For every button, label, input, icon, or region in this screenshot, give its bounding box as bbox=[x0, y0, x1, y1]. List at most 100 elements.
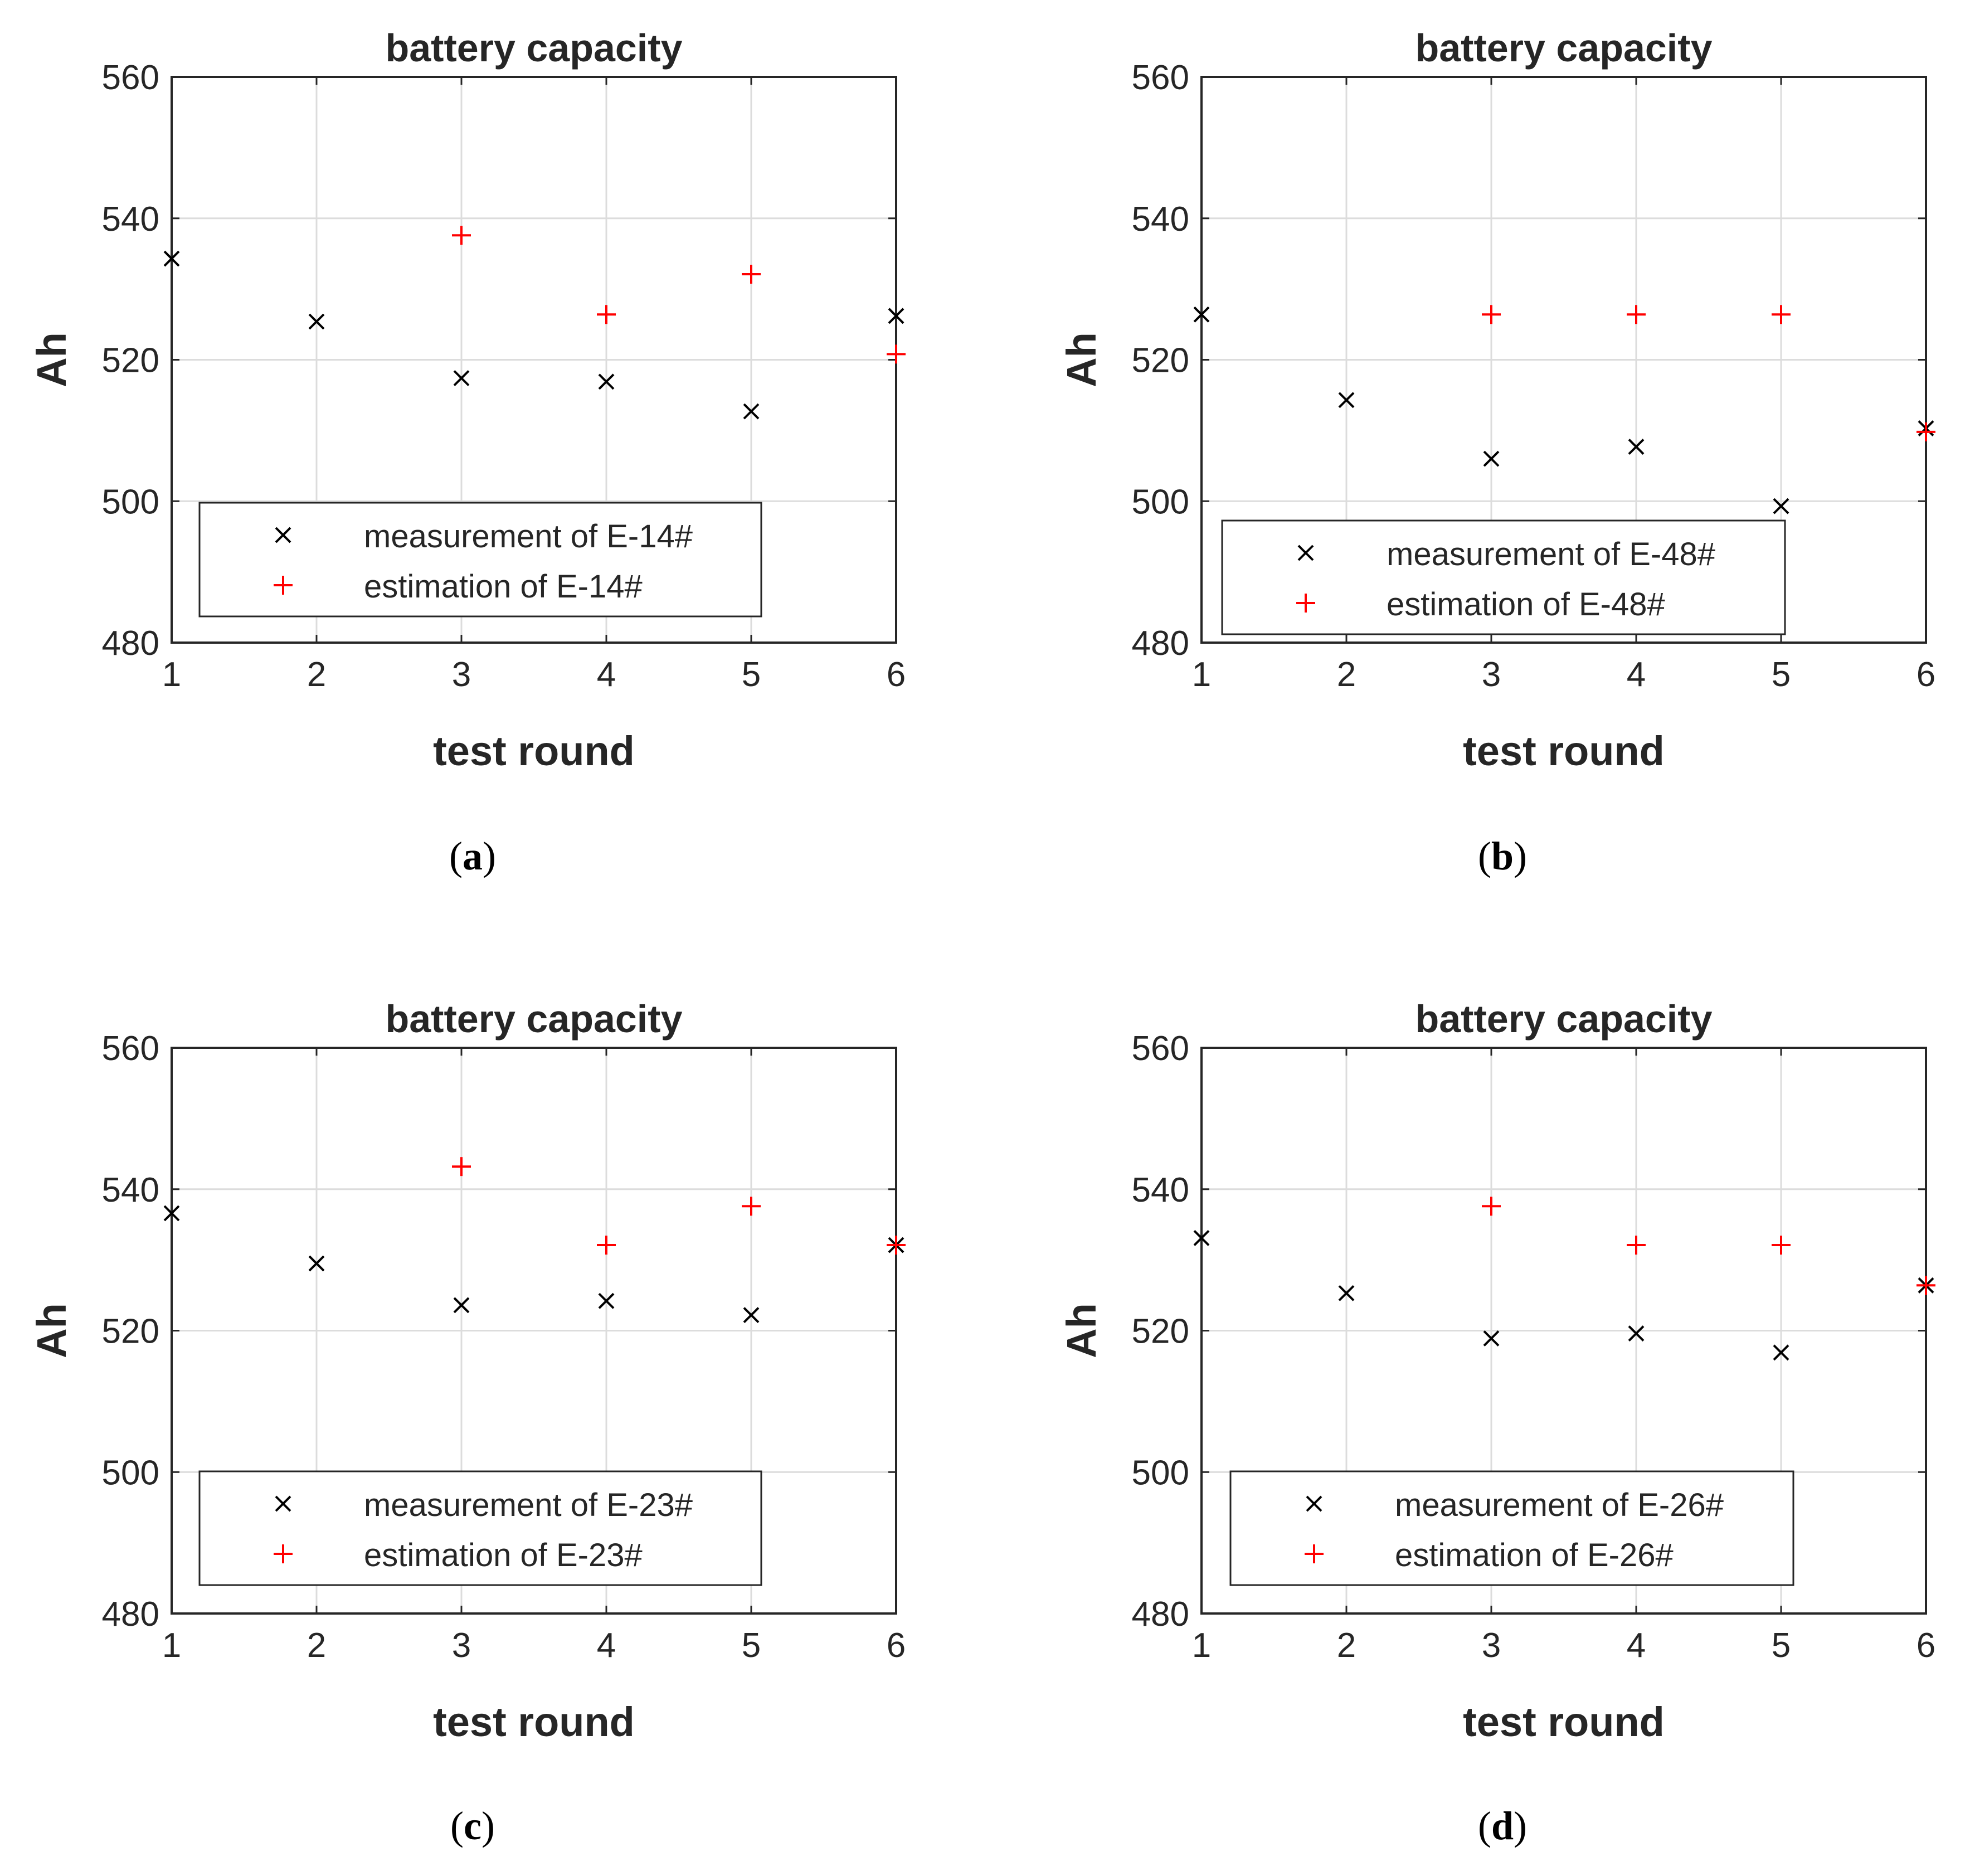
axes-box bbox=[1200, 1047, 1927, 1615]
x-tick-label: 1 bbox=[1192, 655, 1211, 694]
data-point bbox=[598, 373, 615, 390]
legend: measurement of E-48# estimation of E-48# bbox=[1221, 519, 1786, 635]
y-tick-label: 520 bbox=[1132, 1313, 1189, 1351]
legend-marker-estimation bbox=[274, 576, 293, 595]
x-stroke-2 bbox=[1628, 1325, 1645, 1342]
chart-panel-d: 1 2 3 4 5 6 480 500 520 540 560 battery capacity tes… bbox=[1058, 997, 1935, 1848]
caption-open-paren: ( bbox=[1478, 834, 1491, 878]
chart-panel-a: 1 2 3 4 5 6 480 500 520 540 560 battery capacity tes… bbox=[28, 26, 906, 878]
data-point bbox=[1193, 306, 1210, 323]
data-point bbox=[1627, 305, 1646, 324]
y-tick-label: 500 bbox=[102, 483, 159, 521]
legend-label: measurement of E-23# bbox=[364, 1487, 693, 1523]
data-point bbox=[1627, 1235, 1646, 1255]
y-tick-label: 540 bbox=[1132, 200, 1189, 239]
data-point bbox=[1338, 1285, 1355, 1301]
y-tick-label: 520 bbox=[1132, 342, 1189, 380]
x-stroke-2 bbox=[598, 373, 615, 390]
axes-box bbox=[171, 1047, 897, 1615]
caption-letter: d bbox=[1491, 1804, 1514, 1848]
x-stroke-2 bbox=[888, 308, 904, 324]
data-point bbox=[1483, 450, 1500, 467]
x-stroke-2 bbox=[275, 1495, 291, 1512]
x-tick-label: 5 bbox=[1772, 1626, 1791, 1665]
data-point bbox=[308, 1255, 325, 1272]
x-stroke-2 bbox=[453, 370, 470, 386]
x-tick-label: 2 bbox=[307, 1626, 326, 1665]
y-tick-label: 540 bbox=[102, 1171, 159, 1209]
panel-caption: (d) bbox=[1478, 1804, 1527, 1848]
caption-open-paren: ( bbox=[449, 834, 463, 878]
panel-caption: (b) bbox=[1478, 834, 1527, 878]
x-tick-label: 3 bbox=[452, 1626, 471, 1665]
data-point bbox=[743, 403, 760, 420]
legend-marker-measurement bbox=[1297, 545, 1314, 561]
data-point bbox=[1917, 422, 1935, 441]
chart-panel-c: 1 2 3 4 5 6 480 500 520 540 560 battery capacity tes… bbox=[28, 997, 906, 1848]
x-stroke-2 bbox=[743, 1307, 760, 1324]
series-estimation bbox=[1482, 305, 1935, 441]
x-tick-label: 6 bbox=[1917, 1626, 1935, 1665]
y-axis-label: Ah bbox=[1058, 332, 1105, 387]
data-point bbox=[598, 1292, 615, 1309]
x-tick-label: 6 bbox=[887, 1626, 906, 1665]
x-tick-label: 5 bbox=[742, 655, 761, 694]
data-point bbox=[1338, 392, 1355, 409]
data-point bbox=[1917, 1276, 1935, 1295]
data-point bbox=[887, 344, 906, 364]
y-tick-label: 560 bbox=[102, 1029, 159, 1068]
x-tick-label: 2 bbox=[307, 655, 326, 694]
legend-label: measurement of E-48# bbox=[1387, 536, 1715, 572]
data-point bbox=[453, 1297, 470, 1314]
legend: measurement of E-14# estimation of E-14# bbox=[198, 502, 762, 618]
y-tick-label: 520 bbox=[102, 1313, 159, 1351]
caption-letter: a bbox=[463, 834, 483, 878]
panel-caption: (a) bbox=[449, 834, 496, 878]
legend-label: estimation of E-14# bbox=[364, 568, 643, 605]
data-point bbox=[1628, 1325, 1645, 1342]
legend-label: estimation of E-23# bbox=[364, 1537, 643, 1573]
series-measurement bbox=[163, 250, 904, 420]
caption-open-paren: ( bbox=[1478, 1804, 1491, 1848]
caption-close-paren: ) bbox=[1514, 1804, 1527, 1848]
legend-box bbox=[198, 1470, 762, 1586]
data-point bbox=[1193, 1229, 1210, 1246]
legend-box bbox=[1229, 1470, 1794, 1586]
x-stroke-2 bbox=[308, 1255, 325, 1272]
data-point bbox=[597, 1235, 616, 1255]
y-tick-label: 500 bbox=[1132, 483, 1189, 521]
data-point bbox=[1482, 1197, 1501, 1216]
x-stroke-2 bbox=[1773, 498, 1789, 514]
x-axis-label: test round bbox=[433, 728, 635, 774]
legend: measurement of E-26# estimation of E-26# bbox=[1229, 1470, 1794, 1586]
y-tick-label: 480 bbox=[102, 1595, 159, 1634]
chart-title: battery capacity bbox=[385, 26, 682, 70]
x-stroke-2 bbox=[308, 313, 325, 330]
x-stroke-2 bbox=[1338, 392, 1355, 409]
y-tick-label: 480 bbox=[1132, 1595, 1189, 1634]
x-stroke-2 bbox=[598, 1292, 615, 1309]
legend-label: measurement of E-26# bbox=[1395, 1487, 1724, 1523]
data-point bbox=[308, 313, 325, 330]
legend-marker-estimation bbox=[1305, 1544, 1324, 1563]
legend-label: estimation of E-48# bbox=[1387, 586, 1665, 623]
legend-box bbox=[198, 502, 762, 618]
x-tick-label: 3 bbox=[1482, 1626, 1501, 1665]
data-point bbox=[742, 1197, 761, 1216]
legend-marker-measurement bbox=[275, 1495, 291, 1512]
x-stroke-2 bbox=[1628, 439, 1645, 455]
legend-box bbox=[1221, 519, 1786, 635]
x-axis-label: test round bbox=[1463, 728, 1665, 774]
x-tick-label: 2 bbox=[1337, 655, 1356, 694]
y-tick-label: 560 bbox=[1132, 59, 1189, 97]
caption-close-paren: ) bbox=[1514, 834, 1527, 878]
x-tick-label: 4 bbox=[597, 655, 616, 694]
data-point bbox=[1483, 1330, 1500, 1347]
x-stroke-2 bbox=[743, 403, 760, 420]
data-point bbox=[597, 305, 616, 324]
y-tick-label: 480 bbox=[102, 624, 159, 663]
data-point bbox=[888, 308, 904, 324]
caption-letter: b bbox=[1491, 834, 1514, 878]
y-tick-label: 500 bbox=[1132, 1454, 1189, 1492]
